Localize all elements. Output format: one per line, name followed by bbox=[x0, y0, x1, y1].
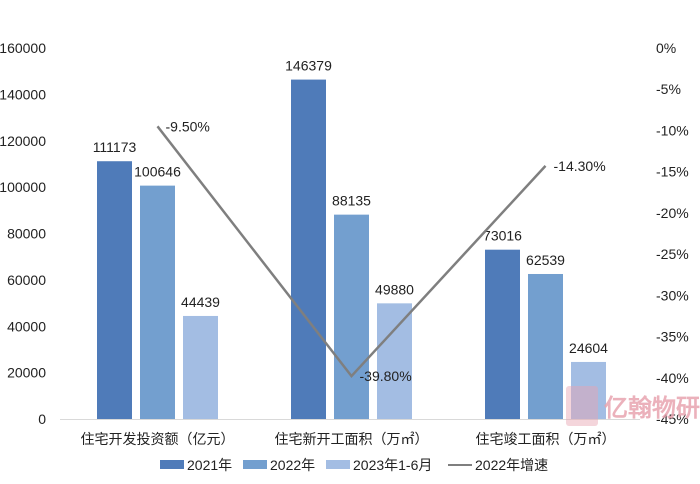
bar bbox=[183, 315, 218, 419]
legend-label: 2022年增速 bbox=[475, 457, 548, 473]
watermark: 亿翰物研 bbox=[566, 386, 700, 426]
left-tick-label: 100000 bbox=[0, 179, 46, 195]
line-value-label: -39.80% bbox=[360, 368, 412, 384]
left-tick-label: 120000 bbox=[0, 133, 46, 149]
left-tick-label: 80000 bbox=[7, 226, 46, 242]
left-tick-label: 160000 bbox=[0, 40, 46, 56]
bar-value-label: 73016 bbox=[483, 228, 522, 244]
bar-value-label: 100646 bbox=[134, 164, 181, 180]
bar bbox=[334, 214, 369, 419]
bar-value-label: 49880 bbox=[375, 281, 414, 297]
bar-value-label: 146379 bbox=[285, 58, 332, 74]
line-value-label: -9.50% bbox=[166, 118, 210, 134]
legend-swatch-icon bbox=[243, 460, 267, 469]
legend-label: 2023年1-6月 bbox=[353, 457, 432, 473]
bar bbox=[291, 79, 326, 420]
bar-value-label: 62539 bbox=[526, 252, 565, 268]
bar bbox=[97, 161, 132, 420]
left-tick-label: 140000 bbox=[0, 86, 46, 102]
left-axis: 0 20000 40000 60000 80000 100000 120000 140000 1… bbox=[0, 40, 46, 427]
right-tick-label: -45% bbox=[656, 411, 689, 427]
left-tick-label: 0 bbox=[38, 411, 46, 427]
bar bbox=[528, 273, 563, 419]
legend-swatch-icon bbox=[326, 460, 350, 469]
right-tick-label: -30% bbox=[656, 287, 689, 303]
category-label: 住宅竣工面积（万㎡） bbox=[476, 431, 616, 447]
right-tick-label: -20% bbox=[656, 205, 689, 221]
bar-value-label: 88135 bbox=[332, 193, 371, 209]
bar bbox=[485, 249, 520, 419]
legend: 2021年 2022年 2023年1-6月 2022年增速 bbox=[160, 457, 548, 473]
category-label: 住宅新开工面积（万㎡） bbox=[275, 431, 429, 447]
bar bbox=[571, 361, 606, 419]
category-labels: 住宅开发投资额（亿元） 住宅新开工面积（万㎡） 住宅竣工面积（万㎡） bbox=[81, 431, 616, 447]
growth-line bbox=[156, 125, 547, 379]
line-value-label: -14.30% bbox=[554, 158, 606, 174]
bar-value-label: 44439 bbox=[181, 294, 220, 310]
right-tick-label: -10% bbox=[656, 122, 689, 138]
bar-series: 111173 146379 73016 100646 88135 62539 44439 49… bbox=[93, 58, 608, 420]
growth-line-series: -9.50% -39.80% -14.30% bbox=[156, 118, 606, 384]
watermark-logo-icon bbox=[566, 386, 598, 426]
right-tick-label: 0% bbox=[656, 40, 676, 56]
bar bbox=[140, 185, 175, 419]
left-tick-label: 20000 bbox=[7, 365, 46, 381]
legend-label: 2022年 bbox=[270, 457, 315, 473]
bar-value-label: 111173 bbox=[93, 139, 137, 155]
bar-value-label: 24604 bbox=[569, 340, 608, 356]
left-tick-label: 40000 bbox=[7, 318, 46, 334]
legend-swatch-icon bbox=[160, 460, 184, 469]
left-tick-label: 60000 bbox=[7, 272, 46, 288]
right-axis: 0% -5% -10% -15% -20% -25% -30% -35% -40% -45% bbox=[656, 40, 689, 427]
right-tick-label: -40% bbox=[656, 370, 689, 386]
right-tick-label: -15% bbox=[656, 164, 689, 180]
right-tick-label: -25% bbox=[656, 246, 689, 262]
watermark-text: 亿翰物研 bbox=[604, 394, 700, 422]
legend-label: 2021年 bbox=[187, 457, 232, 473]
right-tick-label: -5% bbox=[656, 81, 681, 97]
category-label: 住宅开发投资额（亿元） bbox=[81, 431, 235, 447]
bar bbox=[377, 303, 412, 419]
right-tick-label: -35% bbox=[656, 329, 689, 345]
